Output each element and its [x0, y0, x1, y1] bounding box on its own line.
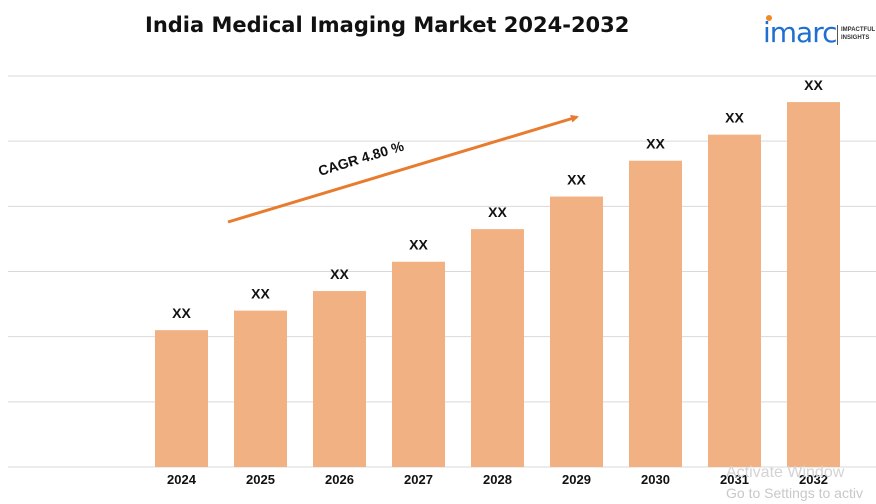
x-tick-2024: 2024	[167, 472, 197, 487]
x-tick-2032: 2032	[799, 472, 828, 487]
bars	[155, 102, 840, 468]
data-label-2027: XX	[409, 237, 428, 253]
cagr-arrow	[227, 114, 579, 224]
bar-2031	[708, 134, 761, 467]
data-label-2024: XX	[172, 305, 191, 321]
data-label-2030: XX	[646, 136, 665, 152]
x-tick-labels: 2024 2025 2026 2027 2028 2029 2030 2031 2032	[167, 472, 828, 487]
data-label-2025: XX	[251, 286, 270, 302]
bar-2032	[787, 102, 840, 468]
x-tick-2027: 2027	[404, 472, 433, 487]
data-label-2032: XX	[804, 77, 823, 93]
watermark-line1: Activate Window	[726, 464, 845, 481]
logo-tagline-line2: INSIGHTS	[841, 35, 870, 41]
x-tick-2030: 2030	[641, 472, 670, 487]
watermark-line2: Go to Settings to activ	[726, 485, 863, 501]
bar-2030	[629, 160, 682, 467]
data-label-2029: XX	[567, 172, 586, 188]
data-label-2031: XX	[725, 110, 744, 126]
data-label-2026: XX	[330, 266, 349, 282]
windows-activation-watermark: Activate Window Go to Settings to activ	[726, 462, 863, 504]
x-tick-2031: 2031	[720, 472, 749, 487]
bar-2025	[234, 310, 287, 467]
data-labels: XX XX XX XX XX XX XX XX XX	[172, 77, 823, 321]
data-label-2028: XX	[488, 204, 507, 220]
bar-2028	[471, 229, 524, 467]
x-tick-2025: 2025	[246, 472, 275, 487]
imarc-logo: imarc IMPACTFUL INSIGHTS	[763, 15, 875, 52]
x-tick-2028: 2028	[483, 472, 512, 487]
logo-tagline-line1: IMPACTFUL	[841, 27, 876, 33]
bar-2029	[550, 196, 603, 467]
x-tick-2029: 2029	[562, 472, 591, 487]
bar-2027	[392, 261, 445, 467]
bar-2026	[313, 291, 366, 467]
logo-separator	[837, 25, 838, 45]
x-tick-2026: 2026	[325, 472, 354, 487]
bar-2024	[155, 330, 208, 467]
logo-wordmark: imarc	[763, 16, 838, 49]
chart-title: India Medical Imaging Market 2024-2032	[145, 13, 630, 37]
logo-dot	[766, 15, 772, 21]
logo-tagline: IMPACTFUL INSIGHTS	[841, 26, 875, 42]
